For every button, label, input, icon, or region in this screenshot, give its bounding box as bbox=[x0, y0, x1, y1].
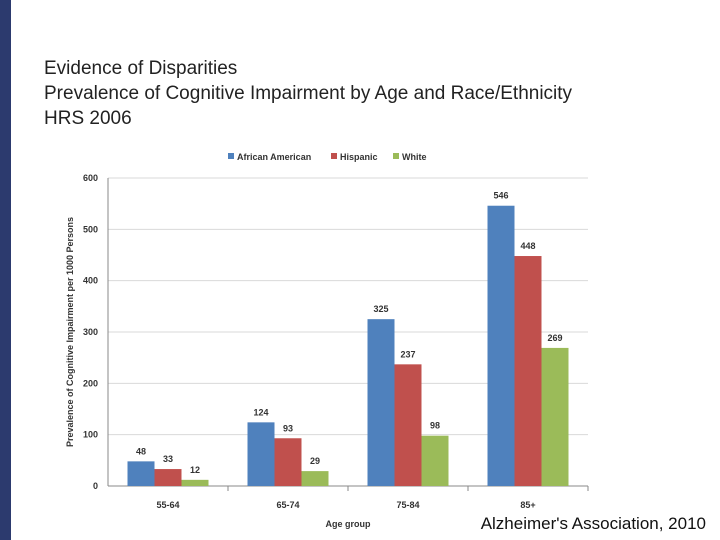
data-label: 12 bbox=[190, 465, 200, 475]
source-citation: Alzheimer's Association, 2010 bbox=[480, 514, 706, 533]
bar-hispanic-55-64 bbox=[154, 469, 182, 486]
y-tick-label: 300 bbox=[83, 327, 98, 337]
legend-swatch bbox=[331, 153, 337, 159]
legend-label: White bbox=[402, 152, 427, 162]
data-label: 124 bbox=[253, 407, 268, 417]
title-line-3: HRS 2006 bbox=[44, 108, 132, 129]
bar-african-american-65-74 bbox=[247, 422, 275, 486]
data-label: 93 bbox=[283, 423, 293, 433]
data-label: 29 bbox=[310, 456, 320, 466]
bar-african-american-75-84 bbox=[367, 319, 395, 486]
y-tick-label: 100 bbox=[83, 430, 98, 440]
slide-title: Evidence of Disparities Prevalence of Co… bbox=[44, 56, 572, 131]
title-line-2: Prevalence of Cognitive Impairment by Ag… bbox=[44, 83, 573, 104]
bar-hispanic-75-84 bbox=[394, 364, 422, 486]
legend-label: African American bbox=[237, 152, 311, 162]
slide-accent-bar bbox=[0, 0, 11, 540]
y-tick-label: 0 bbox=[93, 481, 98, 491]
legend-swatch bbox=[393, 153, 399, 159]
y-tick-label: 400 bbox=[83, 276, 98, 286]
y-axis-title: Prevalence of Cognitive Impairment per 1… bbox=[65, 217, 75, 447]
x-tick-label: 55-64 bbox=[156, 500, 179, 510]
data-label: 98 bbox=[430, 421, 440, 431]
y-tick-label: 500 bbox=[83, 224, 98, 234]
data-label: 546 bbox=[493, 191, 508, 201]
data-label: 48 bbox=[136, 446, 146, 456]
title-line-1: Evidence of Disparities bbox=[44, 58, 238, 79]
x-tick-label: 75-84 bbox=[396, 500, 419, 510]
bar-hispanic-85+ bbox=[514, 256, 542, 486]
bar-african-american-85+ bbox=[487, 205, 515, 486]
bar-white-55-64 bbox=[181, 479, 209, 486]
x-axis-title: Age group bbox=[326, 519, 371, 529]
bar-white-85+ bbox=[541, 347, 569, 486]
x-tick-label: 85+ bbox=[520, 500, 535, 510]
x-tick-label: 65-74 bbox=[276, 500, 299, 510]
legend-label: Hispanic bbox=[340, 152, 378, 162]
data-label: 33 bbox=[163, 454, 173, 464]
y-tick-label: 600 bbox=[83, 173, 98, 183]
data-label: 237 bbox=[400, 349, 415, 359]
legend-swatch bbox=[228, 153, 234, 159]
bar-hispanic-65-74 bbox=[274, 438, 302, 486]
bar-white-75-84 bbox=[421, 435, 449, 486]
data-label: 269 bbox=[547, 333, 562, 343]
data-label: 325 bbox=[373, 304, 388, 314]
bar-african-american-55-64 bbox=[127, 461, 155, 486]
bar-white-65-74 bbox=[301, 471, 329, 486]
y-tick-label: 200 bbox=[83, 378, 98, 388]
data-label: 448 bbox=[520, 241, 535, 251]
